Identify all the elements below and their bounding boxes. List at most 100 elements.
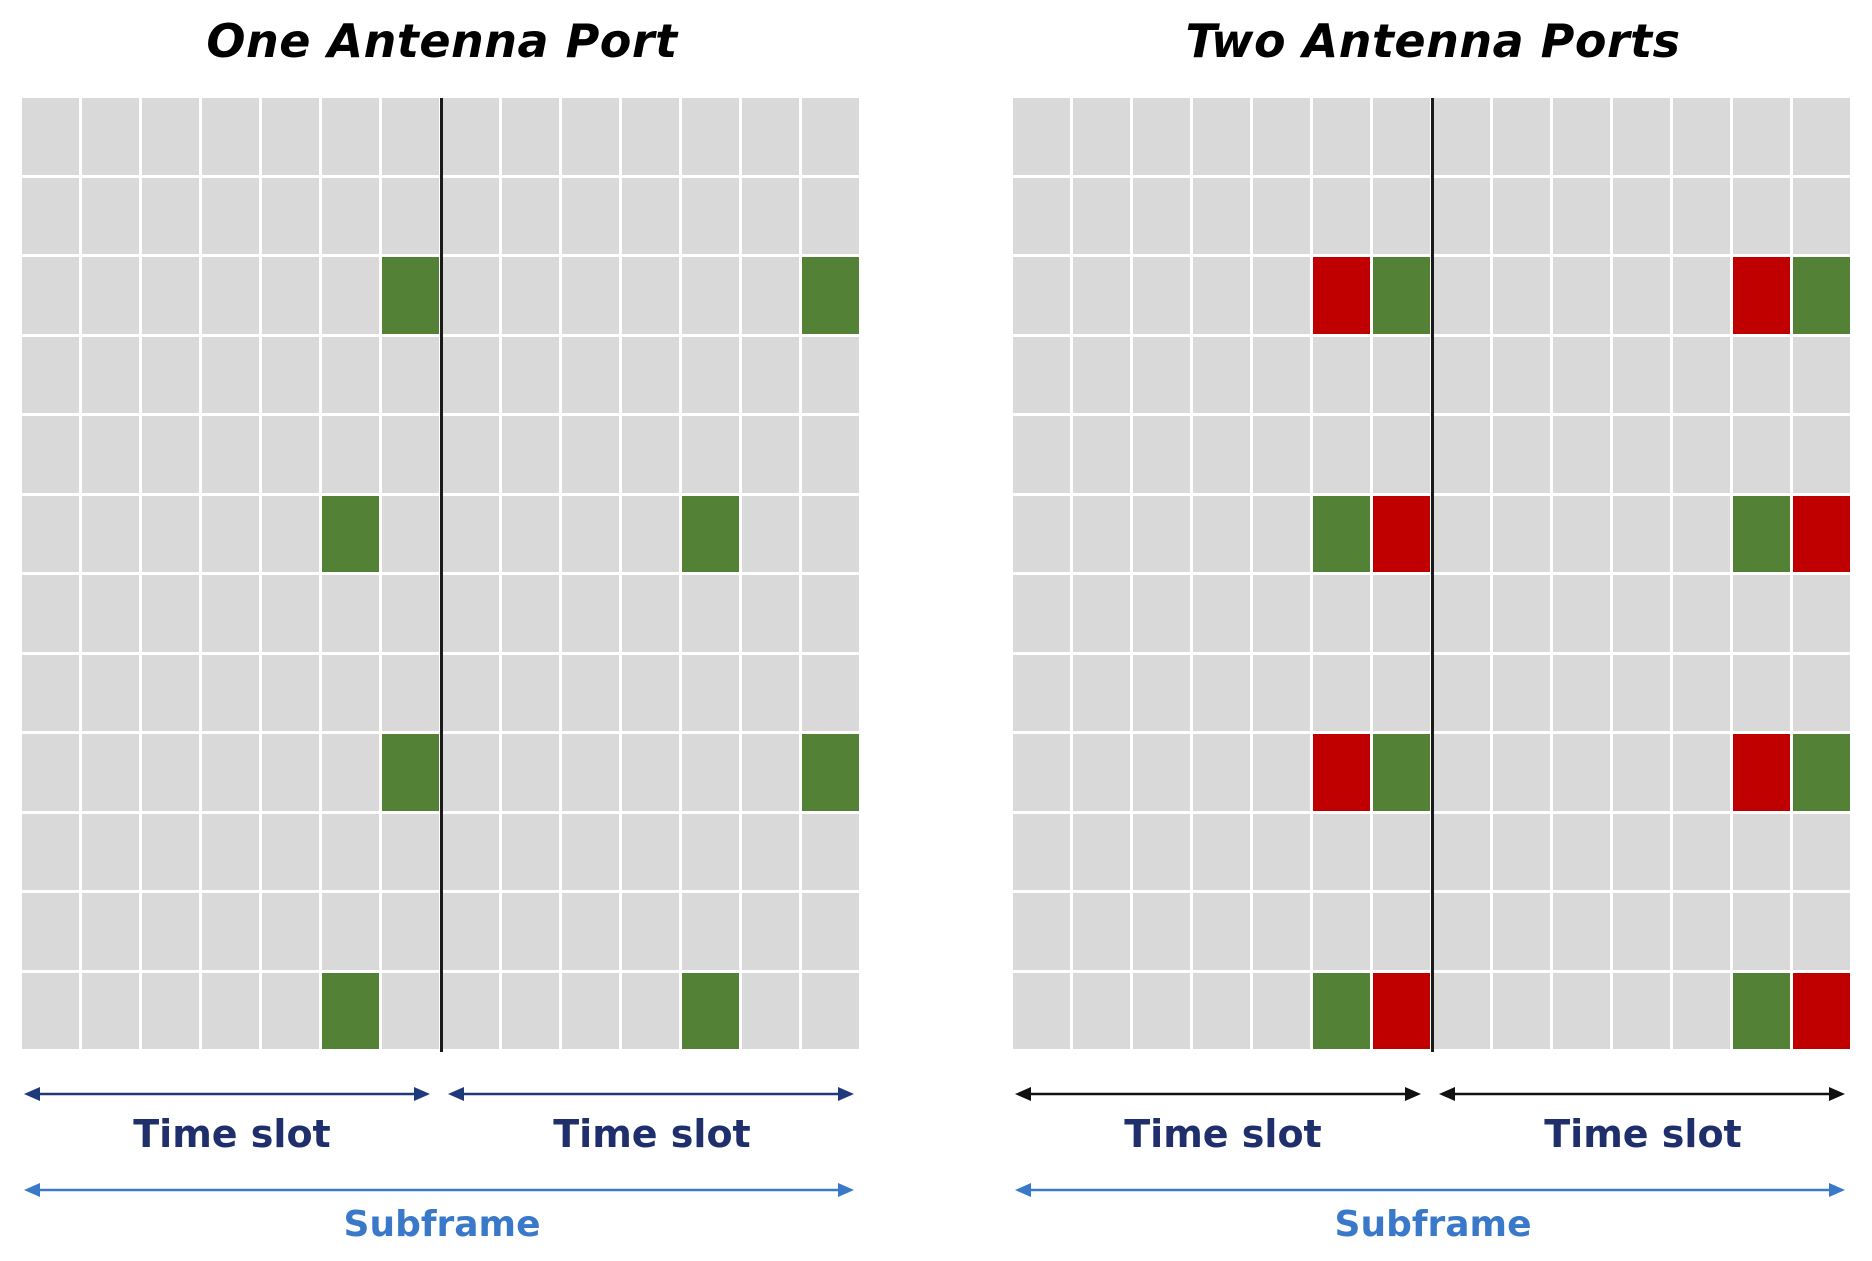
resource-element [22,893,82,973]
resource-element [562,98,622,178]
resource-element [22,98,82,178]
reference-signal-port1 [1733,257,1793,337]
resource-element [442,734,502,814]
resource-element [322,98,382,178]
resource-element [202,336,262,416]
resource-element [1373,416,1433,496]
resource-element [1433,98,1493,178]
resource-element [1613,654,1673,734]
resource-element [1673,98,1733,178]
panel-two-antenna-ports: Two Antenna Ports Time slot Time slot Su… [1013,0,1853,1261]
resource-element [1073,893,1133,973]
resource-element [1253,654,1313,734]
resource-element [1553,336,1613,416]
reference-signal-port1 [1313,257,1373,337]
resource-element [1613,813,1673,893]
resource-element [1733,813,1793,893]
resource-element [1493,813,1553,893]
resource-element [1493,972,1553,1052]
resource-element [1253,257,1313,337]
resource-element [82,257,142,337]
timeslot-label-1: Time slot [133,1112,331,1156]
resource-element [82,734,142,814]
resource-element [22,257,82,337]
resource-element [1373,336,1433,416]
resource-element [1013,972,1073,1052]
resource-element [382,813,442,893]
resource-element [1553,893,1613,973]
resource-element [1013,654,1073,734]
resource-element [1253,495,1313,575]
resource-element [142,813,202,893]
resource-element [1013,336,1073,416]
resource-element [1313,98,1373,178]
resource-element [82,972,142,1052]
resource-element [1433,177,1493,257]
resource-element [562,813,622,893]
resource-element [1013,495,1073,575]
resource-element [742,575,802,655]
resource-element [682,575,742,655]
resource-element [1673,893,1733,973]
resource-element [142,257,202,337]
resource-element [1553,813,1613,893]
resource-element [1313,416,1373,496]
resource-element [502,893,562,973]
resource-element [322,734,382,814]
resource-element [442,575,502,655]
resource-element [1613,336,1673,416]
resource-element [1433,813,1493,893]
reference-signal-port0 [682,495,742,575]
resource-element [442,813,502,893]
resource-element [1613,257,1673,337]
resource-element [742,416,802,496]
resource-element [502,416,562,496]
resource-element [1733,654,1793,734]
resource-element [1793,893,1853,973]
resource-element [1253,98,1313,178]
resource-element [322,177,382,257]
resource-element [1733,575,1793,655]
resource-element [382,893,442,973]
resource-element [1493,177,1553,257]
timeslot-label-1: Time slot [1124,1112,1322,1156]
resource-element [1613,734,1673,814]
resource-element [682,177,742,257]
resource-element [1493,257,1553,337]
subframe-arrow [1015,1183,1845,1197]
resource-element [202,416,262,496]
resource-element [1373,98,1433,178]
resource-element [1193,495,1253,575]
resource-element [742,893,802,973]
resource-element [682,734,742,814]
resource-element [1733,416,1793,496]
resource-element [1433,495,1493,575]
resource-element [1553,177,1613,257]
resource-element [1253,734,1313,814]
resource-element [1553,654,1613,734]
resource-grid [1013,98,1853,1052]
reference-signal-port1 [1373,495,1433,575]
resource-element [442,654,502,734]
resource-element [622,575,682,655]
resource-element [1553,416,1613,496]
resource-element [262,98,322,178]
resource-element [1673,416,1733,496]
resource-element [1433,257,1493,337]
resource-element [1133,336,1193,416]
resource-element [682,654,742,734]
resource-element [1733,336,1793,416]
reference-signal-port0 [1373,257,1433,337]
subframe-label: Subframe [343,1204,541,1245]
resource-element [1613,893,1673,973]
resource-element [1433,654,1493,734]
resource-element [82,495,142,575]
resource-element [622,416,682,496]
resource-element [82,416,142,496]
resource-element [802,98,862,178]
resource-element [1553,575,1613,655]
resource-element [442,972,502,1052]
resource-element [802,813,862,893]
reference-signal-port1 [1313,734,1373,814]
timeslot-label-2: Time slot [1544,1112,1742,1156]
